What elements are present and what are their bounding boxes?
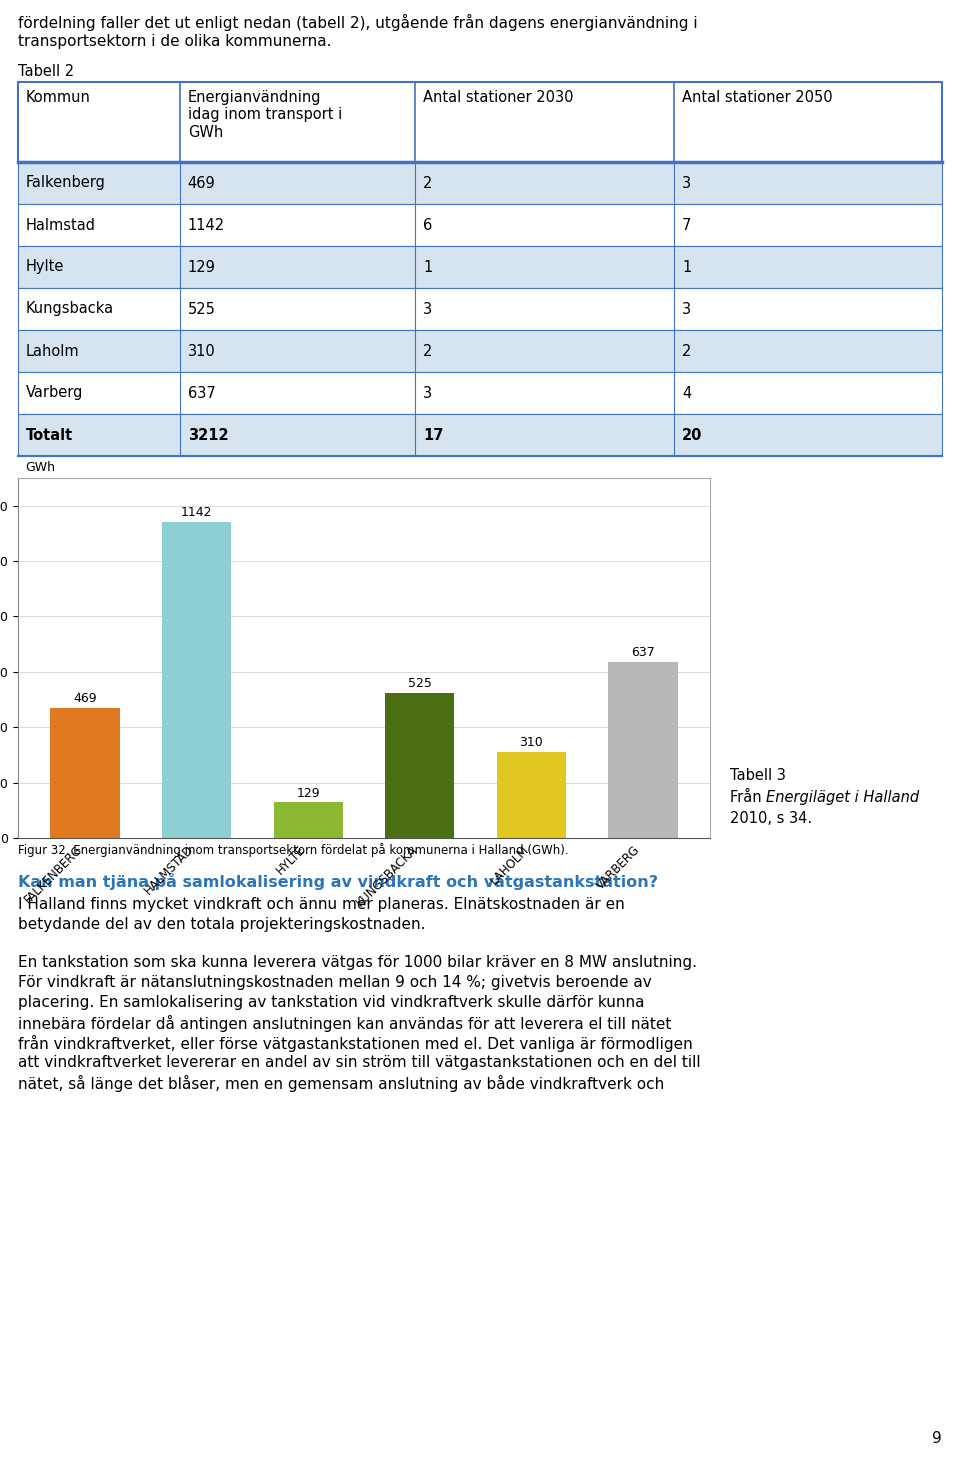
Text: För vindkraft är nätanslutningskostnaden mellan 9 och 14 %; givetvis beroende av: För vindkraft är nätanslutningskostnaden…: [18, 975, 652, 990]
Text: Tabell 3: Tabell 3: [730, 768, 786, 784]
Text: Kungsbacka: Kungsbacka: [26, 301, 114, 316]
Text: 3: 3: [423, 386, 432, 401]
Text: 469: 469: [188, 175, 215, 190]
Text: 20: 20: [682, 427, 703, 443]
Bar: [18, 414, 942, 456]
Bar: [385, 693, 454, 838]
Bar: [18, 371, 942, 414]
Text: Energiläget i Halland: Energiläget i Halland: [766, 789, 919, 806]
Bar: [18, 288, 942, 330]
Bar: [18, 82, 942, 162]
Text: 17: 17: [423, 427, 444, 443]
Text: 6: 6: [423, 218, 433, 232]
Text: Laholm: Laholm: [26, 344, 80, 358]
Text: placering. En samlokalisering av tankstation vid vindkraftverk skulle därför kun: placering. En samlokalisering av tanksta…: [18, 996, 644, 1010]
Text: 637: 637: [631, 646, 655, 659]
Text: 1: 1: [682, 259, 691, 275]
Text: 2: 2: [682, 344, 691, 358]
Text: 2: 2: [423, 175, 433, 190]
Bar: [50, 708, 120, 838]
Bar: [497, 751, 566, 838]
Text: 1: 1: [423, 259, 433, 275]
Bar: [18, 205, 942, 246]
Text: Falkenberg: Falkenberg: [26, 175, 106, 190]
Text: innebära fördelar då antingen anslutningen kan användas för att leverera el till: innebära fördelar då antingen anslutning…: [18, 1015, 671, 1032]
Bar: [18, 330, 942, 371]
Text: 4: 4: [682, 386, 691, 401]
Text: Hylte: Hylte: [26, 259, 64, 275]
Bar: [609, 662, 678, 838]
Text: 525: 525: [408, 677, 432, 690]
Text: En tankstation som ska kunna leverera vätgas för 1000 bilar kräver en 8 MW anslu: En tankstation som ska kunna leverera vä…: [18, 955, 697, 969]
Text: Tabell 2: Tabell 2: [18, 64, 74, 79]
Text: transportsektorn i de olika kommunerna.: transportsektorn i de olika kommunerna.: [18, 34, 331, 50]
Bar: [18, 246, 942, 288]
Text: Halmstad: Halmstad: [26, 218, 96, 232]
Text: 469: 469: [73, 693, 97, 705]
Text: Varberg: Varberg: [26, 386, 84, 401]
Text: 2010, s 34.: 2010, s 34.: [730, 811, 812, 826]
Bar: [18, 162, 942, 205]
Text: 129: 129: [297, 787, 320, 800]
Text: att vindkraftverket levererar en andel av sin ström till vätgastankstationen och: att vindkraftverket levererar en andel a…: [18, 1056, 701, 1070]
Text: 3: 3: [682, 301, 691, 316]
Text: 310: 310: [519, 737, 543, 750]
Text: från vindkraftverket, eller förse vätgastankstationen med el. Det vanliga är för: från vindkraftverket, eller förse vätgas…: [18, 1035, 693, 1053]
Text: Kan man tjäna på samlokalisering av vindkraft och vätgastankstation?: Kan man tjäna på samlokalisering av vind…: [18, 873, 658, 890]
Text: fördelning faller det ut enligt nedan (tabell 2), utgående från dagens energianv: fördelning faller det ut enligt nedan (t…: [18, 15, 698, 31]
Text: 3212: 3212: [188, 427, 228, 443]
Text: 3: 3: [682, 175, 691, 190]
Text: 129: 129: [188, 259, 216, 275]
Text: 7: 7: [682, 218, 691, 232]
Text: nätet, så länge det blåser, men en gemensam anslutning av både vindkraftverk och: nätet, så länge det blåser, men en gemen…: [18, 1075, 664, 1092]
Text: 525: 525: [188, 301, 216, 316]
Text: 637: 637: [188, 386, 215, 401]
Bar: [162, 522, 231, 838]
Text: Antal stationer 2050: Antal stationer 2050: [682, 91, 832, 105]
Text: Kommun: Kommun: [26, 91, 91, 105]
Text: betydande del av den totala projekteringskostnaden.: betydande del av den totala projektering…: [18, 917, 425, 931]
Text: 2: 2: [423, 344, 433, 358]
Text: 9: 9: [932, 1431, 942, 1446]
Bar: [274, 803, 343, 838]
Text: Energianvändning
idag inom transport i
GWh: Energianvändning idag inom transport i G…: [188, 91, 342, 140]
Text: 310: 310: [188, 344, 215, 358]
Text: Från: Från: [730, 789, 766, 806]
Text: Totalt: Totalt: [26, 427, 73, 443]
Text: 3: 3: [423, 301, 432, 316]
Text: 1142: 1142: [180, 506, 212, 519]
Text: I Halland finns mycket vindkraft och ännu mer planeras. Elnätskostnaden är en: I Halland finns mycket vindkraft och änn…: [18, 898, 625, 912]
Text: Figur 32. Energianvändning inom transportsektorn fördelat på kommunerna i Hallan: Figur 32. Energianvändning inom transpor…: [18, 844, 568, 857]
Text: GWh: GWh: [25, 462, 55, 474]
Text: Antal stationer 2030: Antal stationer 2030: [423, 91, 574, 105]
Text: 1142: 1142: [188, 218, 225, 232]
